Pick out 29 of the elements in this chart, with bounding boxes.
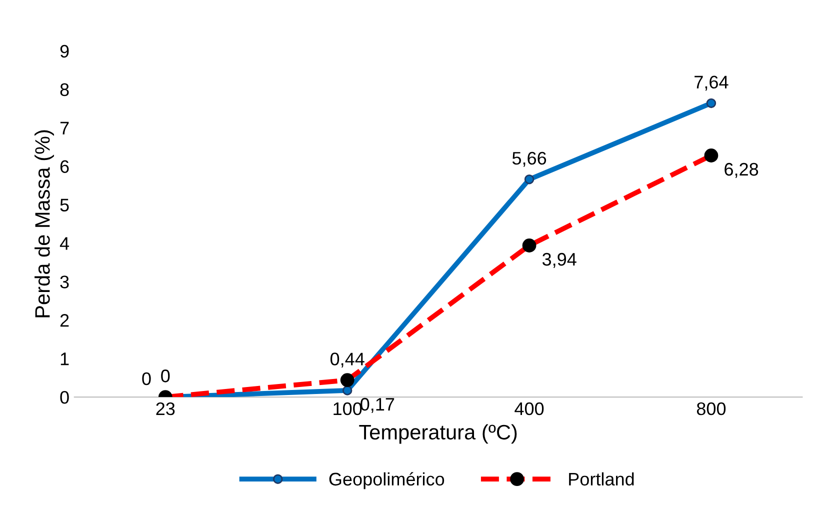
y-tick-label: 0 xyxy=(60,390,69,404)
y-tick-label: 5 xyxy=(60,198,69,212)
x-tick-label: 23 xyxy=(156,402,175,416)
x-axis-title: Temperatura (ºC) xyxy=(359,424,517,444)
y-axis-title: Perda de Massa (%) xyxy=(34,130,54,318)
legend-label: Portland xyxy=(569,472,634,486)
y-tick-label: 4 xyxy=(60,237,70,250)
data-label: 0,44 xyxy=(330,352,364,368)
y-tick-label: 3 xyxy=(60,276,69,288)
x-tick-label: 800 xyxy=(696,402,726,416)
point xyxy=(524,174,534,184)
point xyxy=(706,98,716,108)
y-tick-label: 6 xyxy=(60,160,69,173)
data-label: 0,17 xyxy=(360,398,394,413)
point xyxy=(342,386,352,396)
x-tick-label: 400 xyxy=(514,402,544,416)
y-tick-label: 2 xyxy=(60,314,69,327)
data-label: 3,94 xyxy=(542,252,576,268)
data-label: 6,28 xyxy=(724,162,758,178)
data-label: 5,66 xyxy=(512,152,546,167)
y-tick-label: 7 xyxy=(60,122,69,134)
data-label: 0 xyxy=(161,370,170,382)
y-tick-label: 1 xyxy=(60,352,69,366)
data-label: 0 xyxy=(142,372,151,386)
y-tick-label: 8 xyxy=(60,83,69,96)
y-tick-label: 9 xyxy=(60,44,69,58)
legend-label: Geopolimérico xyxy=(329,472,444,490)
x-tick-label: 100 xyxy=(334,402,362,416)
data-label: 7,64 xyxy=(694,76,728,91)
